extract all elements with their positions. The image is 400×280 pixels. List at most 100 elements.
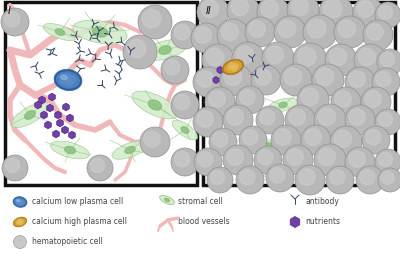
- Circle shape: [331, 87, 361, 117]
- Circle shape: [378, 152, 392, 167]
- Ellipse shape: [234, 37, 266, 53]
- Circle shape: [312, 64, 344, 96]
- Circle shape: [361, 87, 391, 117]
- Circle shape: [223, 105, 253, 135]
- Text: hematopoietic cell: hematopoietic cell: [32, 237, 103, 246]
- Circle shape: [357, 1, 373, 17]
- Polygon shape: [63, 103, 69, 111]
- Ellipse shape: [264, 143, 272, 147]
- Circle shape: [330, 126, 362, 158]
- Circle shape: [202, 44, 234, 76]
- Polygon shape: [45, 121, 51, 129]
- Circle shape: [221, 23, 238, 41]
- Circle shape: [349, 109, 365, 125]
- Ellipse shape: [148, 100, 162, 110]
- Circle shape: [318, 148, 336, 165]
- Circle shape: [2, 155, 28, 181]
- Circle shape: [171, 21, 199, 49]
- Circle shape: [68, 76, 76, 83]
- Ellipse shape: [254, 139, 282, 150]
- Circle shape: [210, 170, 224, 185]
- Circle shape: [295, 165, 325, 195]
- Circle shape: [301, 125, 331, 155]
- Circle shape: [358, 48, 376, 66]
- Circle shape: [299, 169, 315, 185]
- Text: calcium low plasma cell: calcium low plasma cell: [32, 197, 123, 207]
- Circle shape: [207, 167, 233, 193]
- Circle shape: [227, 149, 243, 165]
- Circle shape: [174, 95, 190, 110]
- Circle shape: [377, 49, 400, 75]
- Circle shape: [19, 221, 22, 225]
- Circle shape: [193, 67, 223, 97]
- Circle shape: [255, 69, 271, 85]
- Circle shape: [20, 220, 23, 223]
- Circle shape: [242, 129, 258, 145]
- Ellipse shape: [159, 46, 171, 54]
- Circle shape: [338, 20, 356, 38]
- Circle shape: [356, 166, 384, 194]
- Ellipse shape: [234, 102, 242, 108]
- Ellipse shape: [54, 69, 82, 91]
- Polygon shape: [55, 111, 61, 119]
- Circle shape: [372, 68, 400, 96]
- Circle shape: [195, 27, 211, 43]
- Circle shape: [275, 129, 291, 145]
- Ellipse shape: [44, 24, 76, 41]
- Ellipse shape: [64, 146, 76, 153]
- Circle shape: [197, 111, 213, 127]
- Circle shape: [231, 0, 249, 16]
- Ellipse shape: [50, 141, 90, 159]
- Circle shape: [297, 47, 316, 66]
- Ellipse shape: [279, 102, 287, 108]
- Circle shape: [381, 171, 394, 184]
- Circle shape: [127, 39, 146, 58]
- Circle shape: [249, 21, 265, 37]
- Circle shape: [20, 200, 24, 203]
- Ellipse shape: [165, 198, 169, 202]
- Circle shape: [334, 130, 352, 148]
- Circle shape: [254, 146, 282, 174]
- Ellipse shape: [358, 106, 388, 124]
- Circle shape: [206, 48, 224, 66]
- Circle shape: [87, 155, 113, 181]
- Circle shape: [66, 79, 73, 86]
- Ellipse shape: [294, 160, 302, 164]
- Ellipse shape: [13, 217, 27, 227]
- Circle shape: [239, 126, 267, 154]
- Circle shape: [345, 67, 375, 97]
- Circle shape: [363, 20, 393, 50]
- Circle shape: [284, 68, 302, 86]
- Circle shape: [283, 145, 313, 175]
- Circle shape: [17, 221, 20, 224]
- Circle shape: [329, 48, 346, 66]
- Polygon shape: [47, 104, 53, 112]
- Ellipse shape: [181, 127, 189, 133]
- Circle shape: [375, 109, 400, 135]
- Ellipse shape: [11, 102, 49, 128]
- Polygon shape: [62, 126, 68, 134]
- Polygon shape: [217, 67, 223, 74]
- Circle shape: [236, 46, 254, 64]
- Circle shape: [266, 164, 294, 192]
- Circle shape: [375, 2, 400, 28]
- Circle shape: [326, 166, 354, 194]
- Ellipse shape: [358, 32, 368, 38]
- Ellipse shape: [249, 168, 257, 172]
- Circle shape: [266, 46, 284, 64]
- Circle shape: [289, 109, 305, 125]
- Circle shape: [123, 35, 157, 69]
- Polygon shape: [35, 101, 41, 109]
- Ellipse shape: [56, 71, 80, 88]
- Ellipse shape: [13, 197, 27, 207]
- Circle shape: [278, 20, 296, 38]
- Text: calcium high plasma cell: calcium high plasma cell: [32, 218, 127, 227]
- Ellipse shape: [55, 29, 65, 35]
- Polygon shape: [213, 76, 219, 83]
- Text: I: I: [8, 6, 11, 16]
- Ellipse shape: [240, 164, 266, 176]
- Circle shape: [224, 68, 242, 86]
- Circle shape: [325, 44, 357, 76]
- Ellipse shape: [112, 141, 148, 159]
- Ellipse shape: [222, 59, 244, 75]
